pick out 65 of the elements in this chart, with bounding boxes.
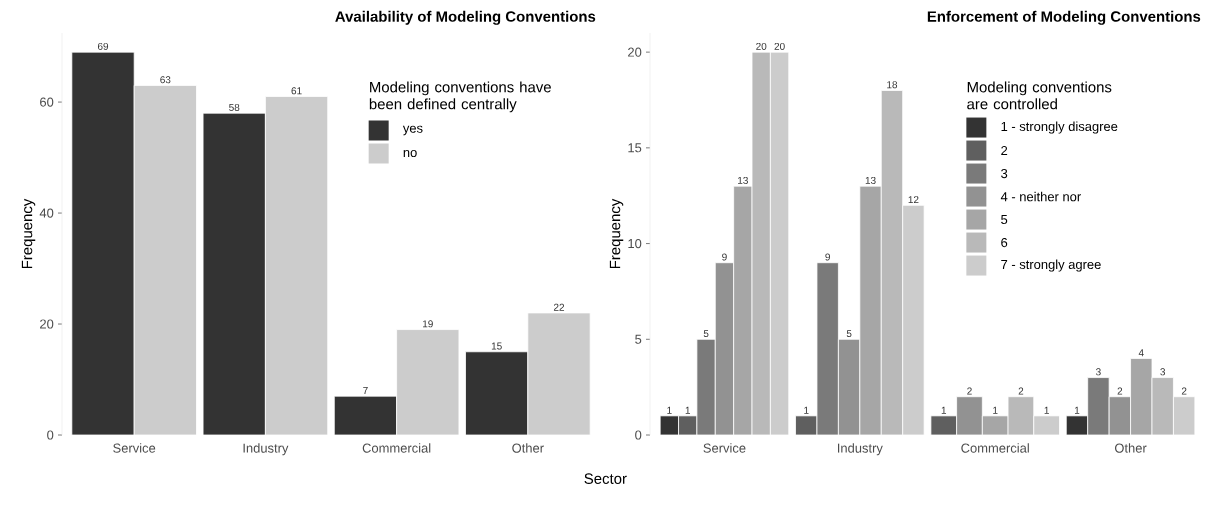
x-axis-title: Sector (584, 473, 627, 484)
data-label: 3 (1096, 368, 1101, 376)
data-label: 5 (703, 330, 709, 338)
x-tick-label: Commercial (362, 443, 431, 453)
legend-label: 3 (1001, 168, 1008, 179)
legend-label: 6 (1001, 237, 1008, 248)
data-label: 2 (1117, 387, 1123, 395)
data-label: 12 (908, 196, 919, 204)
y-tick-label: 60 (40, 97, 54, 107)
x-tick-label: Industry (243, 443, 289, 456)
data-label: 2 (967, 387, 972, 395)
data-label: 1 (1074, 406, 1080, 414)
data-label: 18 (887, 81, 898, 89)
x-tick-label: Commercial (961, 443, 1029, 453)
data-label: 9 (722, 253, 727, 261)
data-label: 1 (993, 406, 998, 414)
data-label: 4 (1138, 349, 1144, 357)
legend-label: no (403, 149, 417, 158)
data-label: 15 (491, 342, 502, 350)
y-tick-label: 5 (635, 334, 642, 344)
data-label: 3 (1160, 368, 1166, 376)
data-label: 9 (825, 253, 830, 261)
data-label: 22 (553, 303, 565, 311)
data-label: 1 (941, 406, 947, 414)
data-label: 5 (846, 330, 852, 338)
y-tick-label: 0 (47, 430, 54, 440)
legend-label: 4 - neither nor (1000, 191, 1081, 202)
legend-label: yes (402, 125, 423, 136)
data-label: 61 (291, 87, 302, 95)
data-label: 13 (865, 176, 876, 184)
legend-label: 1 - strongly disagree (1001, 121, 1118, 134)
chart-title: Enforcement of Modeling Conventions (927, 10, 1201, 25)
data-label: 7 (363, 387, 368, 394)
legend-label: 7 - strongly agree (1001, 259, 1101, 272)
y-tick-label: 15 (628, 143, 642, 153)
data-label: 1 (1044, 406, 1049, 414)
x-tick-label: Other (512, 443, 544, 453)
chart-title: Availability of Modeling Conventions (335, 10, 596, 25)
y-tick-label: 0 (635, 430, 642, 440)
x-tick-label: Industry (837, 443, 883, 456)
data-label: 20 (774, 42, 785, 50)
data-label: 1 (804, 406, 809, 414)
data-label: 19 (423, 320, 433, 328)
data-label: 2 (1181, 387, 1187, 395)
legend-title: Modeling conventions are controlled (967, 81, 1112, 110)
y-tick-label: 20 (628, 47, 642, 57)
x-tick-label: Service (113, 443, 156, 453)
y-tick-label: 10 (628, 238, 642, 249)
y-axis-title: Frequency (609, 198, 624, 269)
data-label: 13 (738, 176, 748, 184)
data-label: 1 (685, 406, 691, 414)
x-tick-label: Service (703, 443, 746, 453)
legend-label: 5 (1001, 215, 1008, 225)
y-tick-label: 40 (39, 208, 54, 218)
data-label: 1 (667, 406, 672, 414)
data-label: 2 (1018, 387, 1024, 395)
data-label: 63 (160, 76, 171, 84)
legend-label: 2 (1001, 146, 1008, 156)
y-axis-title: Frequency (21, 198, 36, 269)
data-label: 20 (756, 42, 767, 50)
y-tick-label: 20 (40, 319, 54, 329)
x-tick-label: Other (1114, 443, 1147, 453)
legend-title: Modeling conventions have been defined centrally (369, 81, 551, 113)
data-label: 69 (97, 42, 109, 50)
data-label: 58 (229, 103, 240, 111)
